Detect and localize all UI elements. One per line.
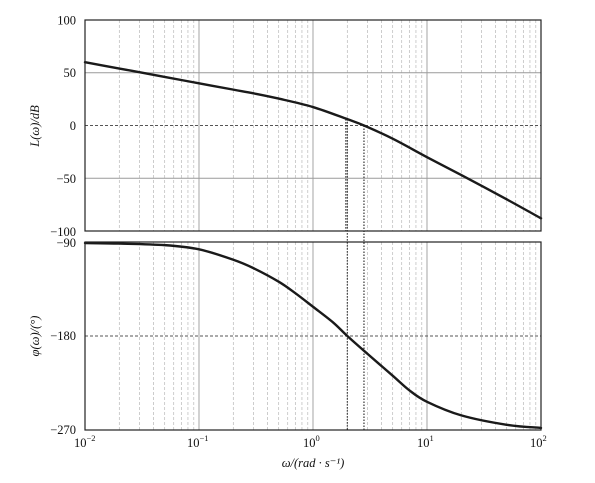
x-tick-label: 100 bbox=[303, 433, 320, 450]
crossover-markers bbox=[345, 119, 365, 430]
phase-tick-label: −90 bbox=[56, 236, 76, 250]
mag-tick-label: 100 bbox=[57, 14, 76, 28]
x-tick-label: 10−2 bbox=[74, 433, 96, 450]
x-tick-label: 102 bbox=[530, 433, 547, 450]
x-tick-label: 10−1 bbox=[187, 433, 209, 450]
phase-axis-title: φ(ω)/(°) bbox=[28, 316, 42, 357]
magnitude-axis-title: L(ω)/dB bbox=[28, 105, 42, 148]
phase-tick-label: −270 bbox=[50, 423, 76, 437]
magnitude-curve bbox=[83, 61, 543, 220]
phase-tick-label: −180 bbox=[50, 329, 76, 343]
mag-tick-label: −100 bbox=[50, 225, 76, 239]
x-tick-label: 101 bbox=[417, 433, 434, 450]
magnitude-grid bbox=[85, 20, 541, 231]
phase-grid bbox=[85, 242, 541, 430]
phase-curve bbox=[83, 241, 543, 430]
x-axis-title: ω/(rad · s⁻¹) bbox=[282, 456, 345, 470]
magnitude-plot-frame bbox=[84, 19, 542, 232]
mag-tick-label: 0 bbox=[70, 119, 76, 133]
mag-tick-label: −50 bbox=[56, 172, 76, 186]
mag-tick-label: 50 bbox=[64, 66, 77, 80]
phase-plot-frame bbox=[84, 241, 542, 431]
